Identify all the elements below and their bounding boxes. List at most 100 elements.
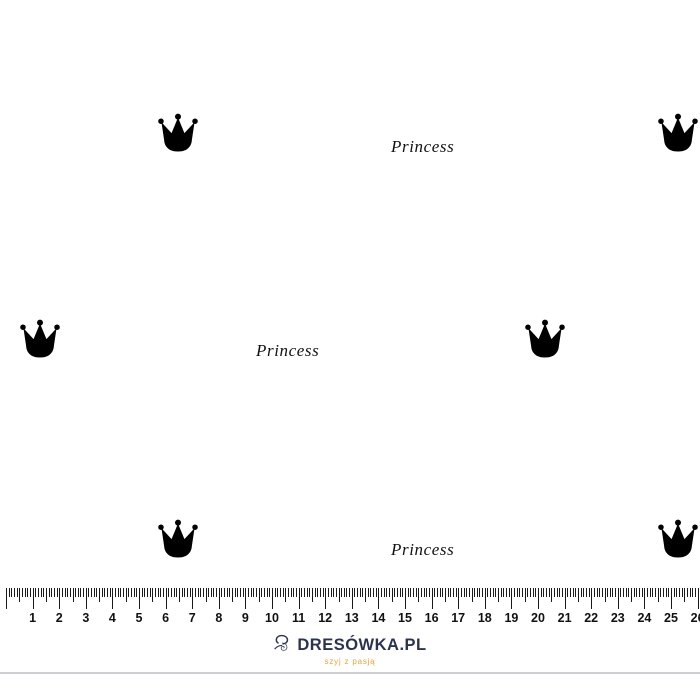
ruler-number: 21 <box>557 611 572 625</box>
ruler-number: 25 <box>664 611 678 625</box>
ruler-tick-half <box>46 588 47 602</box>
ruler-tick-minor <box>690 588 691 597</box>
ruler-tick-half <box>285 588 286 602</box>
ruler-tick-minor <box>519 588 520 597</box>
ruler-tick-minor <box>679 588 680 597</box>
ruler-tick-minor <box>70 588 71 597</box>
crown-r3-c2 <box>655 518 700 564</box>
ruler-tick-minor <box>453 588 454 597</box>
ruler-number: 19 <box>504 611 519 625</box>
ruler-tick-minor <box>527 588 528 597</box>
ruler-tick-minor <box>269 588 270 597</box>
ruler-tick-minor <box>634 588 635 597</box>
ruler-tick-minor <box>610 588 611 597</box>
ruler-tick-minor <box>386 588 387 597</box>
ruler-tick-minor <box>171 588 172 597</box>
ruler-tick-minor <box>110 588 111 597</box>
ruler-tick-half <box>605 588 606 602</box>
ruler-tick-minor <box>506 588 507 597</box>
brand-logo[interactable]: DRESÓWKA.PL szyj z pasją <box>0 634 700 672</box>
ruler-tick-minor <box>216 588 217 597</box>
ruler-tick-minor <box>429 588 430 597</box>
ruler-tick-major <box>325 588 326 609</box>
ruler-tick-minor <box>200 588 201 597</box>
ruler-tick-minor <box>253 588 254 597</box>
brand-row: DRESÓWKA.PL <box>273 634 426 656</box>
ruler-number: 5 <box>135 611 143 625</box>
ruler-tick-minor <box>14 588 15 597</box>
ruler-tick-minor <box>583 588 584 597</box>
ruler-tick-minor <box>160 588 161 597</box>
ruler-tick-minor <box>402 588 403 597</box>
ruler-tick-major <box>272 588 273 609</box>
ruler-tick-minor <box>612 588 613 597</box>
ruler-tick-minor <box>559 588 560 597</box>
ruler-tick-minor <box>280 588 281 597</box>
ruler-tick-minor <box>176 588 177 597</box>
ruler-tick-minor <box>493 588 494 597</box>
ruler-tick-minor <box>602 588 603 597</box>
ruler-tick-major <box>299 588 300 609</box>
ruler-tick-minor <box>597 588 598 597</box>
ruler-tick-minor <box>594 588 595 597</box>
ruler-tick-half <box>472 588 473 602</box>
ruler-tick-major <box>644 588 645 609</box>
ruler-tick-minor <box>307 588 308 597</box>
ruler-tick-minor <box>104 588 105 597</box>
ruler-tick-minor <box>115 588 116 597</box>
ruler-tick-half <box>498 588 499 602</box>
ruler-tick-minor <box>589 588 590 597</box>
ruler-number: 10 <box>265 611 279 625</box>
ruler-tick-minor <box>362 588 363 597</box>
ruler-tick-minor <box>136 588 137 597</box>
ruler-tick-major <box>432 588 433 609</box>
ruler-tick-minor <box>235 588 236 597</box>
ruler-tick-minor <box>131 588 132 597</box>
ruler-tick-minor <box>30 588 31 597</box>
ruler-tick-major <box>458 588 459 609</box>
crown-r2-c1 <box>17 318 63 364</box>
ruler-tick-major <box>671 588 672 609</box>
ruler-tick-minor <box>381 588 382 597</box>
fabric-thread-icon <box>273 634 292 656</box>
ruler-tick-minor <box>573 588 574 597</box>
ruler-tick-minor <box>96 588 97 597</box>
ruler-tick-minor <box>91 588 92 597</box>
ruler-tick-minor <box>142 588 143 597</box>
ruler-tick-minor <box>642 588 643 597</box>
ruler-tick-minor <box>227 588 228 597</box>
ruler-tick-minor <box>373 588 374 597</box>
ruler-tick-minor <box>315 588 316 597</box>
ruler-tick-minor <box>650 588 651 597</box>
ruler-tick-minor <box>503 588 504 597</box>
ruler-tick-half <box>73 588 74 602</box>
ruler-tick-minor <box>410 588 411 597</box>
ruler-tick-minor <box>80 588 81 597</box>
ruler-tick-minor <box>88 588 89 597</box>
ruler-tick-half <box>152 588 153 602</box>
ruler-tick-minor <box>333 588 334 597</box>
ruler-tick-minor <box>426 588 427 597</box>
ruler-tick-minor <box>626 588 627 597</box>
word-r3-c1: Princess <box>391 540 455 559</box>
ruler-tick-minor <box>102 588 103 597</box>
ruler-tick-minor <box>663 588 664 597</box>
ruler-tick-minor <box>240 588 241 597</box>
ruler-tick-minor <box>128 588 129 597</box>
ruler-tick-minor <box>660 588 661 597</box>
ruler-tick-minor <box>397 588 398 597</box>
ruler-tick-minor <box>275 588 276 597</box>
ruler-tick-minor <box>155 588 156 597</box>
ruler-tick-half <box>126 588 127 602</box>
ruler-tick-major <box>591 588 592 609</box>
ruler-tick-major <box>33 588 34 609</box>
ruler-tick-minor <box>211 588 212 597</box>
ruler-tick-minor <box>267 588 268 597</box>
brand-name: DRESÓWKA.PL <box>297 636 427 654</box>
ruler-tick-minor <box>264 588 265 597</box>
ruler-tick-minor <box>27 588 28 597</box>
ruler-tick-minor <box>243 588 244 597</box>
ruler-tick-minor <box>424 588 425 597</box>
ruler-tick-minor <box>198 588 199 597</box>
ruler-number: 4 <box>108 611 116 625</box>
